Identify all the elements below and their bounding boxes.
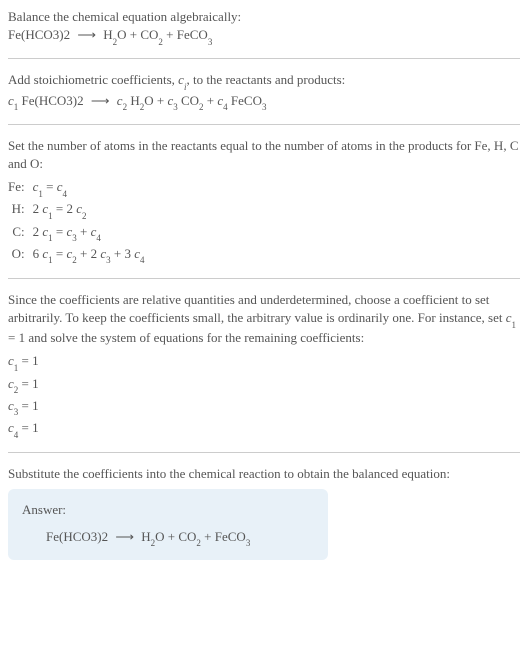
- answer-box: Answer: Fe(HCO3)2 ⟶ H2O + CO2 + FeCO3: [8, 489, 328, 559]
- element-label: Fe:: [8, 177, 33, 199]
- element-label: C:: [8, 222, 33, 244]
- c4-4: 4: [223, 102, 228, 112]
- ud-eq1: = 1: [8, 330, 25, 345]
- element-equation: 6 c1 = c2 + 2 c3 + 3 c4: [33, 244, 151, 266]
- c2-c: c: [117, 93, 123, 108]
- intro-prod-h: H: [103, 27, 112, 42]
- element-label: H:: [8, 199, 33, 221]
- ans-plus: + FeCO: [201, 529, 246, 544]
- ans-co2: 2: [196, 538, 201, 548]
- coeff-line: c3 = 1: [8, 396, 520, 418]
- coeff-line: c2 = 1: [8, 374, 520, 396]
- co2-2: 2: [199, 102, 204, 112]
- ans-h: H: [141, 529, 150, 544]
- element-equation: 2 c1 = c3 + c4: [33, 222, 151, 244]
- ud-c: c: [506, 310, 512, 325]
- arrow-icon: ⟶: [77, 26, 96, 44]
- coeff-line: c4 = 1: [8, 418, 520, 440]
- sub-2b: 2: [158, 37, 163, 47]
- table-row: C:2 c1 = c3 + c4: [8, 222, 151, 244]
- element-label: O:: [8, 244, 33, 266]
- sub-3: 3: [208, 37, 213, 47]
- intro-equation: Fe(HCO3)2 ⟶ H2O + CO2 + FeCO3: [8, 26, 520, 46]
- ud-1: 1: [512, 320, 517, 330]
- stoich-section: Add stoichiometric coefficients, ci, to …: [8, 71, 520, 111]
- arrow-icon: ⟶: [115, 528, 134, 546]
- divider: [8, 452, 520, 453]
- sub-2: 2: [113, 37, 118, 47]
- h2o-a: H: [127, 93, 140, 108]
- intro-prod-fe: + FeCO: [163, 27, 208, 42]
- coeff-line: c1 = 1: [8, 351, 520, 373]
- stoich-text-a: Add stoichiometric coefficients,: [8, 72, 178, 87]
- h2o-2: 2: [140, 102, 145, 112]
- arrow-icon: ⟶: [91, 92, 110, 110]
- table-row: H:2 c1 = 2 c2: [8, 199, 151, 221]
- stoich-text: Add stoichiometric coefficients, ci, to …: [8, 71, 520, 91]
- stoich-text-b: , to the reactants and products:: [186, 72, 345, 87]
- co2-a: CO: [178, 93, 199, 108]
- underdet-text-a: Since the coefficients are relative quan…: [8, 292, 506, 325]
- ans-feco3: 3: [246, 538, 251, 548]
- atoms-table: Fe:c1 = c4H:2 c1 = 2 c2C:2 c1 = c3 + c4O…: [8, 177, 151, 266]
- divider: [8, 278, 520, 279]
- table-row: O:6 c1 = c2 + 2 c3 + 3 c4: [8, 244, 151, 266]
- subst-section: Substitute the coefficients into the che…: [8, 465, 520, 560]
- h2o-b: O +: [144, 93, 167, 108]
- stoich-lhs: Fe(HCO3)2: [18, 93, 83, 108]
- c1-c: c: [8, 93, 14, 108]
- stoich-equation: c1 Fe(HCO3)2 ⟶ c2 H2O + c3 CO2 + c4 FeCO…: [8, 92, 520, 112]
- intro-prod-co: O + CO: [117, 27, 158, 42]
- c1-1: 1: [14, 102, 19, 112]
- co2-b: +: [204, 93, 218, 108]
- divider: [8, 124, 520, 125]
- feco3-3: 3: [262, 102, 267, 112]
- c3-3: 3: [173, 102, 178, 112]
- divider: [8, 58, 520, 59]
- table-row: Fe:c1 = c4: [8, 177, 151, 199]
- underdet-section: Since the coefficients are relative quan…: [8, 291, 520, 440]
- ans-h2: 2: [151, 538, 156, 548]
- underdet-text: Since the coefficients are relative quan…: [8, 291, 520, 348]
- ans-o: O + CO: [155, 529, 196, 544]
- answer-label: Answer:: [22, 501, 314, 519]
- coeff-block: c1 = 1c2 = 1c3 = 1c4 = 1: [8, 351, 520, 440]
- intro-line1: Balance the chemical equation algebraica…: [8, 8, 520, 26]
- element-equation: c1 = c4: [33, 177, 151, 199]
- intro-reactant: Fe(HCO3)2: [8, 27, 70, 42]
- element-equation: 2 c1 = 2 c2: [33, 199, 151, 221]
- intro-section: Balance the chemical equation algebraica…: [8, 8, 520, 46]
- c2-2: 2: [123, 102, 128, 112]
- subst-text: Substitute the coefficients into the che…: [8, 465, 520, 483]
- ans-reactant: Fe(HCO3)2: [46, 529, 108, 544]
- feco3-a: FeCO: [228, 93, 262, 108]
- atoms-intro: Set the number of atoms in the reactants…: [8, 137, 520, 173]
- answer-equation: Fe(HCO3)2 ⟶ H2O + CO2 + FeCO3: [22, 528, 314, 548]
- atoms-section: Set the number of atoms in the reactants…: [8, 137, 520, 266]
- underdet-text-b: and solve the system of equations for th…: [25, 330, 364, 345]
